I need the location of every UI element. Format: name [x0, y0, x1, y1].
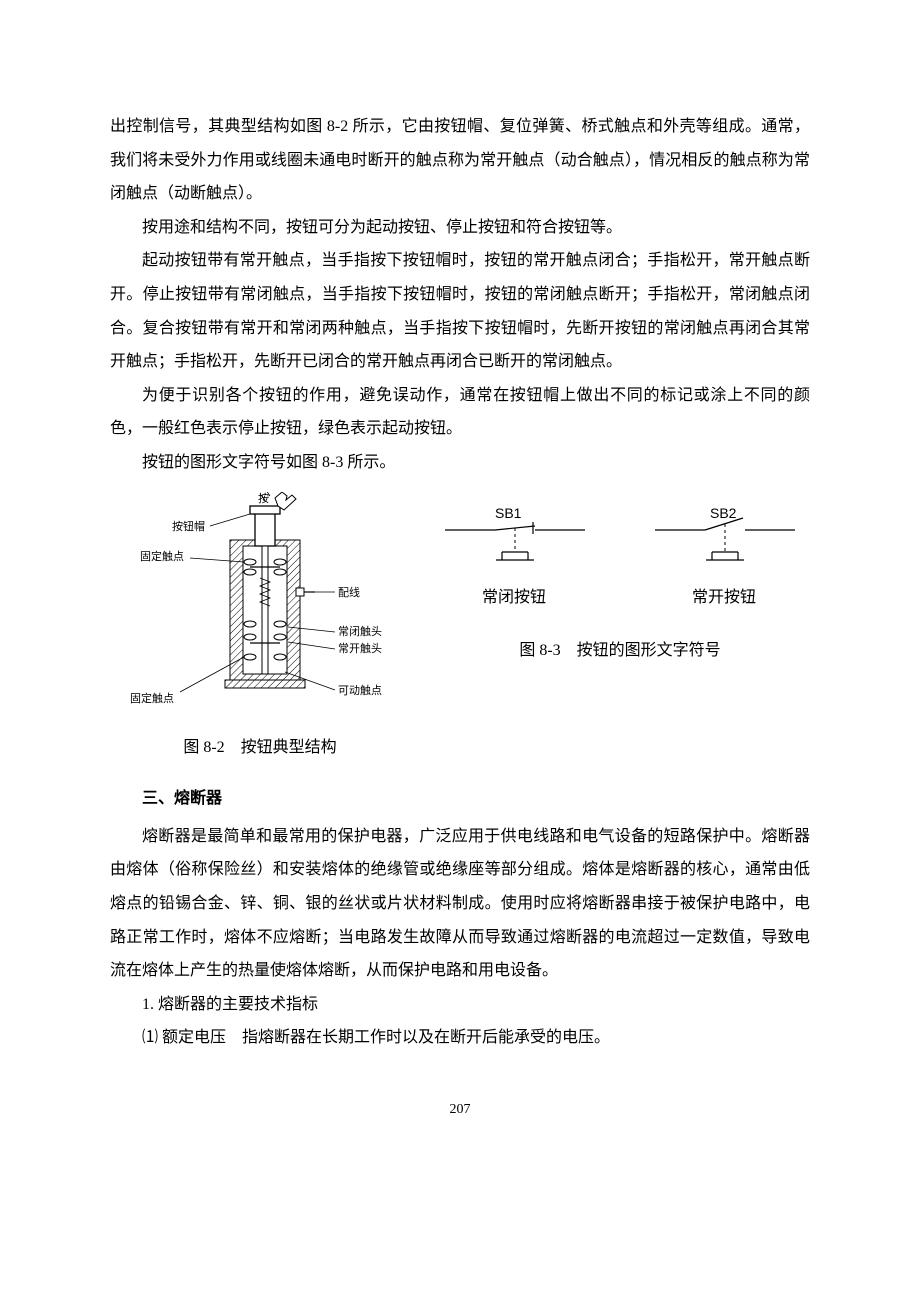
label-cap: 按钮帽 — [172, 519, 205, 533]
body-paragraph: 为便于识别各个按钮的作用，避免误动作，通常在按钮帽上做出不同的标记或涂上不同的颜… — [110, 379, 810, 446]
figure-8-2: 按 按钮帽 固定触点 配线 常闭触头 常开触头 固定触点 可动触点 图 8-2 … — [110, 492, 410, 761]
label-sb1: SB1 — [495, 505, 522, 521]
body-paragraph: 出控制信号，其典型结构如图 8-2 所示，它由按钮帽、复位弹簧、桥式触点和外壳等… — [110, 110, 810, 211]
numbered-item: ⑴ 额定电压 指熔断器在长期工作时以及在断开后能承受的电压。 — [110, 1021, 810, 1055]
label-movable: 可动触点 — [338, 683, 382, 697]
numbered-item: 1. 熔断器的主要技术指标 — [110, 988, 810, 1022]
label-no-head: 常开触头 — [338, 641, 382, 655]
button-symbol-diagram: SB1 SB2 常闭按 — [430, 502, 810, 632]
section-heading: 三、熔断器 — [110, 782, 810, 816]
label-nc-button: 常闭按钮 — [482, 588, 546, 606]
figure-8-3: SB1 SB2 常闭按 — [430, 492, 810, 664]
button-structure-diagram: 按 按钮帽 固定触点 配线 常闭触头 常开触头 固定触点 可动触点 — [110, 492, 410, 717]
label-nc-head: 常闭触头 — [338, 624, 382, 638]
label-fixed-top: 固定触点 — [140, 549, 184, 563]
figure-caption: 图 8-2 按钮典型结构 — [183, 735, 336, 761]
body-paragraph: 起动按钮带有常开触点，当手指按下按钮帽时，按钮的常开触点闭合；手指松开，常开触点… — [110, 244, 810, 378]
page-number: 207 — [110, 1095, 810, 1124]
figure-caption: 图 8-3 按钮的图形文字符号 — [519, 638, 720, 664]
body-paragraph: 熔断器是最简单和最常用的保护电器，广泛应用于供电线路和电气设备的短路保护中。熔断… — [110, 820, 810, 988]
label-fixed-bottom: 固定触点 — [130, 691, 174, 705]
label-press: 按 — [258, 492, 269, 505]
figure-row: 按 按钮帽 固定触点 配线 常闭触头 常开触头 固定触点 可动触点 图 8-2 … — [110, 492, 810, 761]
body-paragraph: 按用途和结构不同，按钮可分为起动按钮、停止按钮和符合按钮等。 — [110, 211, 810, 245]
label-sb2: SB2 — [710, 505, 737, 521]
body-paragraph: 按钮的图形文字符号如图 8-3 所示。 — [110, 446, 810, 480]
label-wiring: 配线 — [338, 585, 360, 599]
label-no-button: 常开按钮 — [692, 588, 756, 606]
